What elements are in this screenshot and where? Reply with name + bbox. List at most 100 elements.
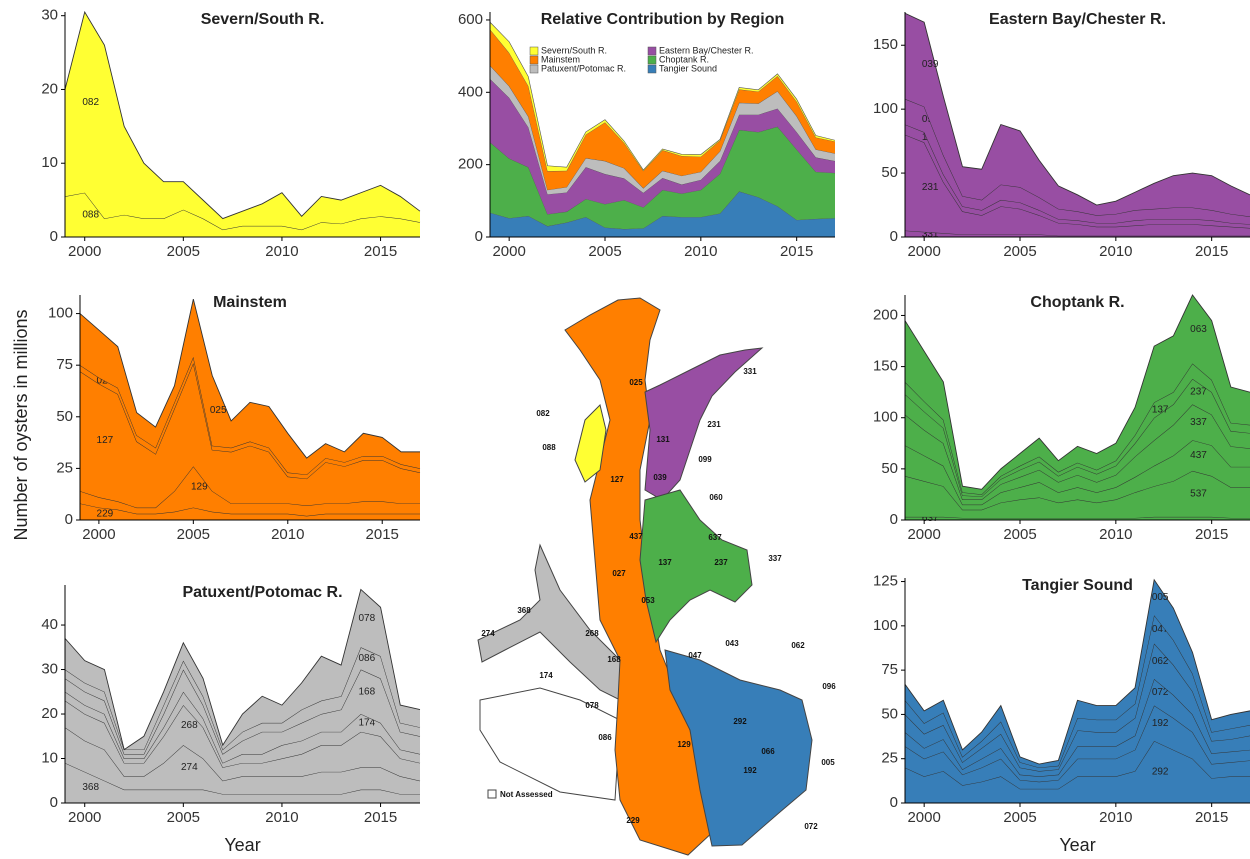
chart-title: Choptank R. [1030, 294, 1124, 311]
area-band [490, 29, 835, 190]
x-axis-label: Year [1059, 835, 1095, 855]
x-tick-label: 2005 [177, 526, 210, 543]
y-tick-label: 30 [41, 7, 58, 24]
panel: 368 274 268 174 168 086 078 0 10 20 30 40 2000 2005 20… [41, 584, 421, 855]
area-band [65, 669, 420, 763]
y-tick-label: 200 [873, 306, 898, 323]
map-label: 078 [585, 701, 599, 710]
x-tick-label: 2000 [82, 526, 115, 543]
x-tick-label: 2010 [265, 809, 298, 826]
x-tick-label: 2015 [1195, 809, 1228, 826]
series-label: 078 [358, 613, 375, 624]
map-label: 129 [677, 740, 691, 749]
y-tick-label: 0 [890, 228, 898, 245]
series-label: 086 [358, 653, 375, 664]
series-label: 174 [358, 718, 375, 729]
x-tick-label: 2000 [68, 809, 101, 826]
area-band [905, 13, 1250, 217]
series-label: 292 [1152, 767, 1169, 778]
chart-title: Mainstem [213, 294, 287, 311]
area-band [905, 615, 1250, 772]
map-label: 174 [539, 671, 553, 680]
x-tick-label: 2000 [492, 243, 525, 260]
x-tick-label: 2000 [68, 243, 101, 260]
map-label: 082 [536, 409, 550, 418]
area-band [65, 192, 420, 237]
y-tick-label: 40 [41, 616, 58, 633]
area-line [64, 10, 421, 220]
series-label: 637 [922, 513, 939, 524]
series-label: 231 [922, 182, 939, 193]
map-label: 047 [688, 651, 702, 660]
series-label: 537 [1190, 489, 1207, 500]
map-label: 005 [821, 758, 835, 767]
map-label: 231 [707, 420, 721, 429]
series-label: 368 [82, 782, 99, 793]
map-label: 337 [768, 554, 782, 563]
map-tangier [664, 649, 813, 847]
map-label: 086 [598, 733, 612, 742]
y-tick-label: 50 [56, 408, 73, 425]
legend-label: Severn/South R. [541, 45, 607, 55]
area-band [65, 762, 420, 803]
area-band [905, 440, 1250, 510]
area-band [65, 647, 420, 755]
area-band [905, 295, 1250, 495]
legend-swatch [647, 64, 657, 74]
series-label: 039 [922, 59, 939, 70]
area-band [905, 705, 1250, 789]
x-tick-label: 2005 [1003, 243, 1036, 260]
legend-swatch [529, 55, 539, 65]
x-axis-label: Year [224, 835, 260, 855]
y-tick-label: 150 [873, 36, 898, 53]
y-tick-label: 125 [873, 573, 898, 590]
y-tick-label: 200 [458, 156, 483, 173]
map-not-assessed [479, 687, 621, 801]
panel: 637 537 437 337 237 137 063 0 50 100 150 200 2000 200… [873, 294, 1250, 543]
area-band [65, 700, 420, 781]
series-label: 168 [358, 686, 375, 697]
map-label: 229 [626, 816, 640, 825]
map-label: 027 [612, 569, 626, 578]
x-tick-label: 2005 [588, 243, 621, 260]
panel: 088 082 0 10 20 30 2000 2005 2010 2015 Severn/Sout… [41, 7, 421, 260]
y-tick-label: 30 [41, 660, 58, 677]
x-tick-label: 2015 [780, 243, 813, 260]
chart-title: Patuxent/Potomac R. [182, 584, 342, 601]
x-tick-label: 2000 [907, 243, 940, 260]
x-tick-label: 2010 [1099, 243, 1132, 260]
map-label: 127 [610, 475, 624, 484]
legend-swatch [529, 64, 539, 74]
series-label: 437 [1190, 450, 1207, 461]
series-label: 337 [1190, 417, 1207, 428]
series-label: 237 [1190, 386, 1207, 397]
x-tick-label: 2010 [265, 243, 298, 260]
area-band [65, 589, 420, 750]
area-band [490, 126, 835, 230]
y-tick-label: 0 [65, 511, 73, 528]
area-band [905, 404, 1250, 505]
x-tick-label: 2015 [1195, 243, 1228, 260]
map-label: 168 [607, 655, 621, 664]
y-tick-label: 10 [41, 749, 58, 766]
series-label: 268 [181, 720, 198, 731]
x-tick-label: 2005 [1003, 526, 1036, 543]
area-line [64, 588, 421, 751]
y-axis-label: Number of oysters in millions [11, 309, 31, 540]
panel: 0 200 400 600 2000 2005 2010 2015 Relative Contr… [458, 11, 836, 260]
map-label: 437 [629, 532, 643, 541]
area-band [905, 740, 1250, 803]
y-tick-label: 100 [873, 100, 898, 117]
x-tick-label: 2000 [907, 809, 940, 826]
map-eastern-bay [644, 347, 764, 501]
y-tick-label: 10 [41, 154, 58, 171]
x-tick-label: 2005 [167, 809, 200, 826]
y-tick-label: 0 [475, 228, 483, 245]
map-label: 637 [708, 533, 722, 542]
map-label: 192 [743, 766, 757, 775]
legend-label: Tangier Sound [659, 63, 717, 73]
y-tick-label: 20 [41, 705, 58, 722]
map-potomac [477, 543, 621, 701]
area-band [905, 470, 1250, 518]
series-label: 192 [1152, 718, 1169, 729]
